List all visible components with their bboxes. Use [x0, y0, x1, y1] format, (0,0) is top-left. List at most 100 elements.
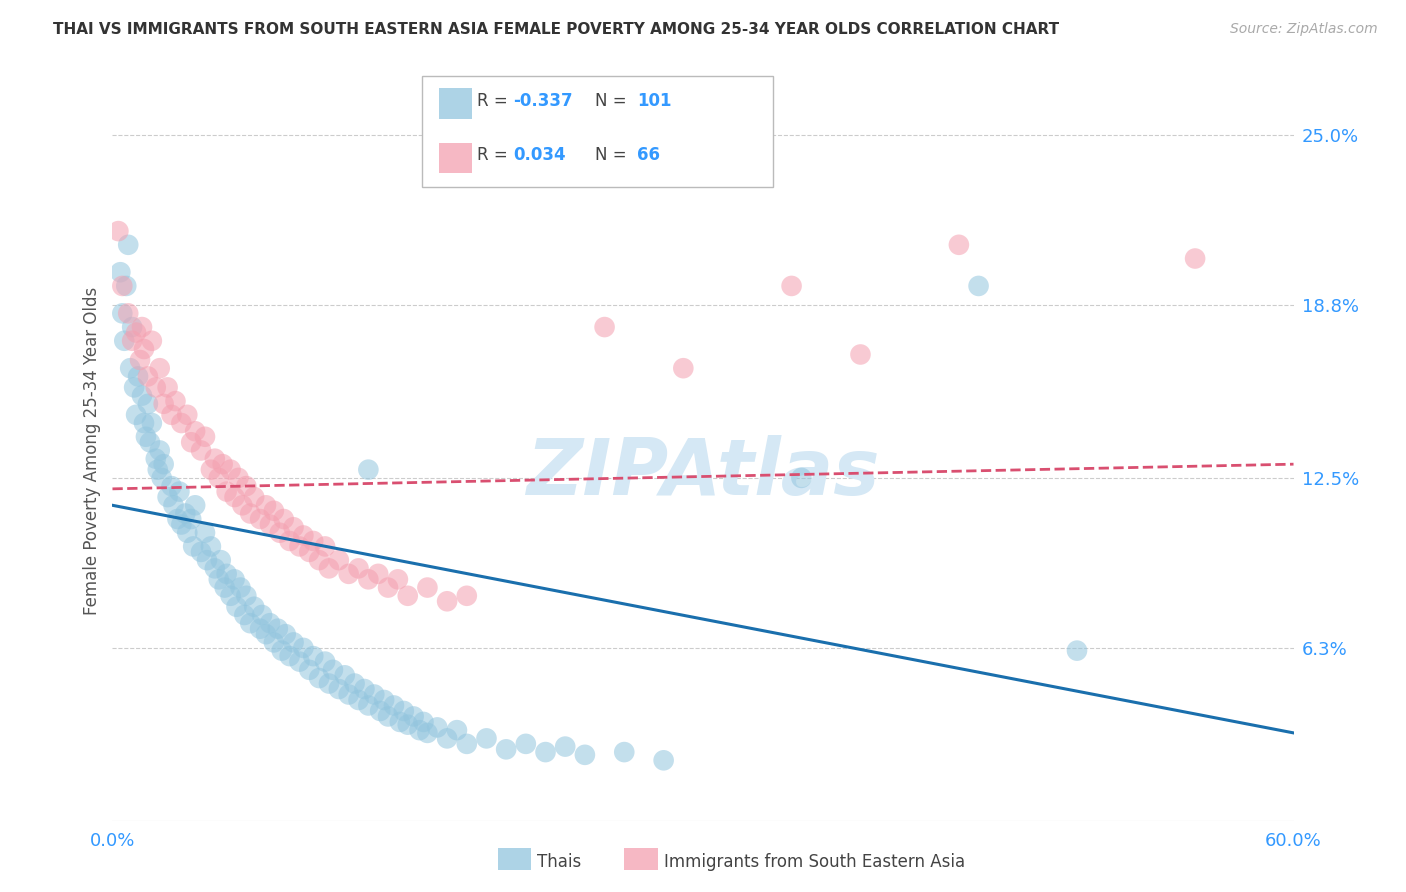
Point — [408, 723, 430, 738]
Point — [208, 572, 231, 586]
Point — [181, 540, 204, 554]
Point — [224, 24, 246, 38]
Point — [243, 490, 266, 504]
Point — [129, 353, 152, 368]
Point — [166, 512, 188, 526]
Point — [160, 479, 183, 493]
Point — [180, 435, 202, 450]
Point — [292, 528, 315, 542]
Point — [176, 408, 198, 422]
Point — [328, 681, 350, 696]
Point — [495, 742, 517, 756]
Point — [353, 681, 375, 696]
Point — [283, 635, 305, 649]
Point — [259, 517, 281, 532]
Point — [357, 698, 380, 713]
Point — [200, 463, 222, 477]
Point — [132, 342, 155, 356]
Point — [314, 655, 336, 669]
Point — [243, 599, 266, 614]
Point — [446, 723, 468, 738]
Point — [337, 688, 360, 702]
Point — [377, 581, 399, 595]
Text: 0.034: 0.034 — [513, 146, 565, 164]
Point — [184, 424, 207, 438]
Point — [194, 430, 217, 444]
Point — [273, 512, 295, 526]
Point — [136, 369, 159, 384]
Point — [426, 720, 449, 734]
Point — [250, 607, 273, 622]
Point — [263, 504, 285, 518]
Point — [288, 540, 311, 554]
Point — [152, 397, 174, 411]
Point — [254, 498, 277, 512]
Point — [387, 572, 409, 586]
Text: N =: N = — [595, 146, 631, 164]
Point — [233, 607, 256, 622]
Text: N =: N = — [595, 92, 631, 110]
Point — [165, 394, 187, 409]
Point — [554, 739, 576, 754]
Point — [117, 237, 139, 252]
Point — [117, 306, 139, 320]
Point — [214, 581, 236, 595]
Point — [436, 594, 458, 608]
Point — [347, 561, 370, 575]
Point — [190, 443, 212, 458]
Point — [228, 471, 250, 485]
Point — [122, 380, 145, 394]
Point — [1184, 252, 1206, 266]
Point — [347, 693, 370, 707]
Point — [219, 463, 242, 477]
Point — [125, 408, 148, 422]
Point — [170, 416, 193, 430]
Point — [308, 553, 330, 567]
Point — [396, 717, 419, 731]
Point — [333, 668, 356, 682]
Point — [141, 334, 163, 348]
Point — [1066, 643, 1088, 657]
Text: R =: R = — [477, 92, 513, 110]
Point — [288, 655, 311, 669]
Point — [208, 471, 231, 485]
Point — [235, 479, 257, 493]
Point — [412, 714, 434, 729]
Point — [204, 561, 226, 575]
Point — [209, 553, 232, 567]
Point — [112, 334, 135, 348]
Point — [174, 507, 197, 521]
Point — [388, 714, 411, 729]
Point — [377, 709, 399, 723]
Point — [382, 698, 405, 713]
Point — [849, 347, 872, 361]
Point — [145, 380, 167, 394]
Point — [249, 622, 271, 636]
Point — [456, 737, 478, 751]
Point — [190, 545, 212, 559]
Point — [948, 237, 970, 252]
Point — [283, 520, 305, 534]
Point — [111, 306, 134, 320]
Point — [672, 361, 695, 376]
Point — [176, 525, 198, 540]
Point — [136, 397, 159, 411]
Point — [184, 498, 207, 512]
Point — [534, 745, 557, 759]
Point — [436, 731, 458, 746]
Point — [231, 498, 253, 512]
Point — [162, 498, 184, 512]
Point — [215, 484, 238, 499]
Point — [180, 512, 202, 526]
Point — [132, 416, 155, 430]
Point — [416, 726, 439, 740]
Point — [169, 484, 191, 499]
Point — [259, 616, 281, 631]
Point — [652, 753, 675, 767]
Point — [593, 320, 616, 334]
Point — [263, 635, 285, 649]
Point — [229, 581, 252, 595]
Point — [225, 599, 247, 614]
Point — [131, 389, 153, 403]
Point — [121, 320, 143, 334]
